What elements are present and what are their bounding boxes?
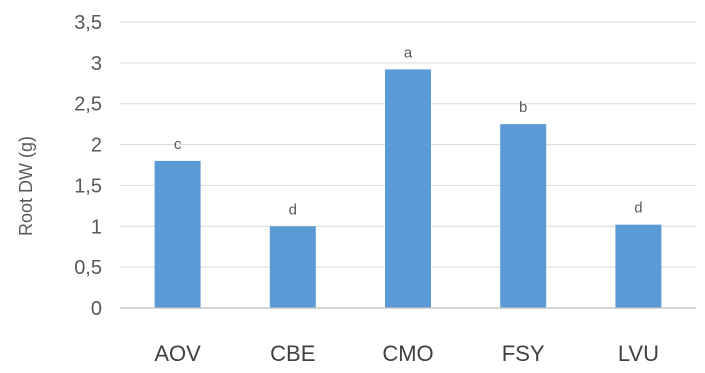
y-tick-label: 3: [91, 53, 102, 75]
x-axis-ticks: AOV CBE CMO FSY LVU: [154, 341, 659, 366]
y-tick-label: 0: [91, 298, 102, 320]
y-tick-label: 1: [91, 216, 102, 238]
data-label: c: [174, 136, 182, 153]
data-label: d: [634, 200, 642, 217]
y-tick-label: 3,5: [74, 12, 102, 34]
x-tick-label: CMO: [382, 341, 433, 366]
x-tick-label: LVU: [618, 341, 659, 366]
data-label: a: [404, 44, 413, 61]
y-tick-label: 2: [91, 135, 102, 157]
x-tick-label: FSY: [502, 341, 545, 366]
y-tick-label: 2,5: [74, 94, 102, 116]
bar-aov: [154, 160, 201, 308]
x-tick-label: CBE: [270, 341, 315, 366]
bar-cbe: [269, 226, 316, 308]
y-axis-label: Root DW (g): [16, 136, 36, 236]
bar-cmo: [385, 69, 431, 308]
data-labels: c d a b d: [174, 44, 643, 218]
y-tick-label: 1,5: [74, 175, 102, 197]
y-axis-ticks: 0 0,5 1 1,5 2 2,5 3 3,5: [74, 12, 102, 320]
bar-fsy: [500, 124, 547, 309]
x-tick-label: AOV: [154, 341, 201, 366]
data-label: b: [519, 99, 527, 116]
bars: [154, 69, 662, 309]
bar-lvu: [615, 224, 662, 308]
y-tick-label: 0,5: [74, 257, 102, 279]
data-label: d: [289, 201, 297, 218]
